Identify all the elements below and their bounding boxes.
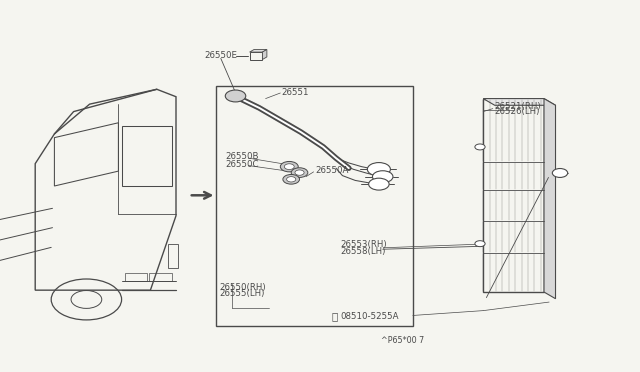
Circle shape xyxy=(475,144,485,150)
Text: 26550C: 26550C xyxy=(225,160,259,169)
Text: 26550E: 26550E xyxy=(205,51,238,60)
Text: 26550B: 26550B xyxy=(225,153,259,161)
Text: 08510-5255A: 08510-5255A xyxy=(340,312,399,321)
Text: Ⓢ: Ⓢ xyxy=(332,311,338,321)
Circle shape xyxy=(367,163,390,176)
Circle shape xyxy=(369,178,389,190)
Text: 26526(LH): 26526(LH) xyxy=(494,107,540,116)
Text: 26521(RH): 26521(RH) xyxy=(494,102,541,110)
Bar xyxy=(149,273,172,281)
Text: 26555(LH): 26555(LH) xyxy=(219,289,264,298)
Text: 26550A: 26550A xyxy=(315,166,348,175)
Text: ^P65*00 7: ^P65*00 7 xyxy=(381,336,424,345)
Circle shape xyxy=(475,241,485,247)
Text: 26550(RH): 26550(RH) xyxy=(219,283,266,292)
Circle shape xyxy=(372,171,393,183)
Circle shape xyxy=(295,170,304,175)
Bar xyxy=(125,273,147,281)
Circle shape xyxy=(287,177,296,182)
Circle shape xyxy=(284,164,294,170)
Polygon shape xyxy=(544,99,556,299)
Circle shape xyxy=(552,169,568,177)
Bar xyxy=(250,52,262,60)
Circle shape xyxy=(291,168,308,177)
Bar xyxy=(483,99,544,292)
Circle shape xyxy=(283,174,300,184)
Bar xyxy=(168,244,178,268)
Text: 26553(RH): 26553(RH) xyxy=(340,240,387,249)
Text: 26558(LH): 26558(LH) xyxy=(340,247,386,256)
Circle shape xyxy=(280,161,298,172)
Bar xyxy=(216,86,413,326)
Polygon shape xyxy=(250,49,267,52)
Circle shape xyxy=(225,90,246,102)
Polygon shape xyxy=(483,99,556,105)
Polygon shape xyxy=(262,49,267,60)
Text: 26551: 26551 xyxy=(282,88,309,97)
